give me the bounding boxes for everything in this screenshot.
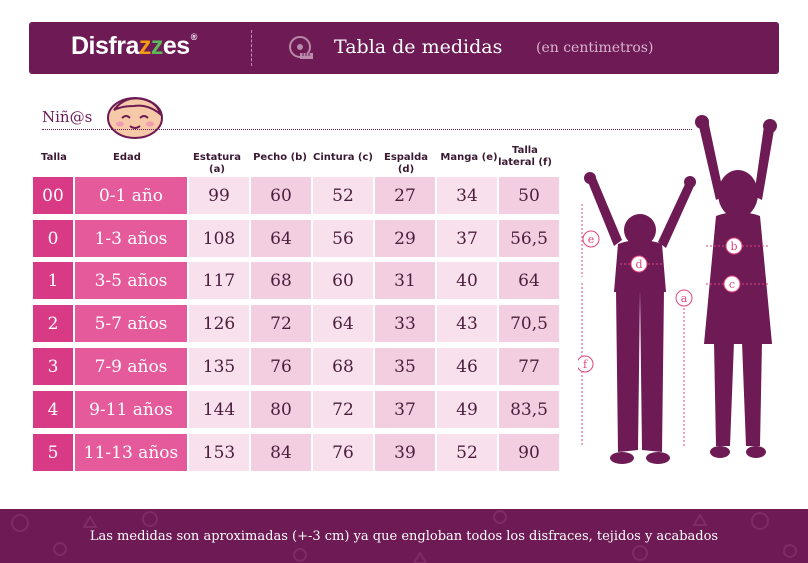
manga-cell: 34 [437, 177, 497, 214]
column-header-manga: Manga (e) [440, 152, 498, 163]
edad-cell: 9-11 años [75, 391, 187, 428]
header-bar: Disfrazzes® Tabla de medidas (en centime… [29, 22, 779, 74]
estatura-cell: 99 [189, 177, 249, 214]
manga-cell: 43 [437, 305, 497, 342]
talla-lateral-cell: 70,5 [499, 305, 559, 342]
cintura-cell: 56 [313, 220, 373, 257]
marker-d-label: d [635, 258, 642, 271]
talla-cell: 2 [33, 305, 73, 342]
table-row: 2 5-7 años 126 72 64 33 43 70,5 [33, 305, 559, 342]
pecho-cell: 76 [251, 348, 311, 385]
table-row: 00 0-1 año 99 60 52 27 34 50 [33, 177, 559, 214]
manga-cell: 46 [437, 348, 497, 385]
talla-lateral-cell: 56,5 [499, 220, 559, 257]
manga-cell: 52 [437, 434, 497, 471]
column-header-edad: Edad [113, 152, 141, 163]
estatura-cell: 108 [189, 220, 249, 257]
brand-logo[interactable]: Disfrazzes® [71, 32, 197, 60]
talla-lateral-cell: 64 [499, 262, 559, 299]
footer-bar: Las medidas son aproximadas (+-3 cm) ya … [0, 509, 808, 563]
boy-silhouette [584, 172, 696, 464]
column-header-talla-lateral: Talla lateral (f) [498, 145, 552, 168]
estatura-cell: 117 [189, 262, 249, 299]
espalda-cell: 37 [375, 391, 435, 428]
measurement-markers: a b c d e f [578, 230, 743, 373]
edad-cell: 1-3 años [75, 220, 187, 257]
table-row: 5 11-13 años 153 84 76 39 52 90 [33, 434, 559, 471]
edad-cell: 5-7 años [75, 305, 187, 342]
section-label: Niñ@s [42, 108, 93, 126]
talla-cell: 0 [33, 220, 73, 257]
espalda-cell: 39 [375, 434, 435, 471]
page-subtitle: (en centimetros) [536, 40, 654, 56]
measuring-tape-icon [289, 36, 313, 59]
talla-lateral-cell: 83,5 [499, 391, 559, 428]
talla-lateral-cell: 90 [499, 434, 559, 471]
marker-f-label: f [583, 358, 588, 371]
cintura-cell: 76 [313, 434, 373, 471]
section-divider [42, 129, 692, 130]
espalda-cell: 33 [375, 305, 435, 342]
edad-cell: 11-13 años [75, 434, 187, 471]
talla-cell: 5 [33, 434, 73, 471]
column-header-pecho: Pecho (b) [253, 152, 307, 163]
cintura-cell: 64 [313, 305, 373, 342]
estatura-cell: 144 [189, 391, 249, 428]
estatura-cell: 153 [189, 434, 249, 471]
pecho-cell: 72 [251, 305, 311, 342]
talla-lateral-cell: 77 [499, 348, 559, 385]
marker-a-label: a [681, 292, 688, 305]
manga-cell: 37 [437, 220, 497, 257]
marker-c-label: c [729, 278, 735, 291]
pecho-cell: 80 [251, 391, 311, 428]
cintura-cell: 52 [313, 177, 373, 214]
cintura-cell: 72 [313, 391, 373, 428]
espalda-cell: 27 [375, 177, 435, 214]
girl-silhouette [695, 115, 777, 458]
column-header-espalda: Espalda (d) [383, 152, 429, 175]
espalda-cell: 31 [375, 262, 435, 299]
baby-face-icon [107, 97, 163, 139]
column-header-estatura: Estatura (a) [193, 152, 241, 175]
marker-e-label: e [588, 233, 595, 246]
column-header-talla: Talla [41, 152, 67, 163]
cintura-cell: 60 [313, 262, 373, 299]
espalda-cell: 29 [375, 220, 435, 257]
edad-cell: 7-9 años [75, 348, 187, 385]
table-row: 4 9-11 años 144 80 72 37 49 83,5 [33, 391, 559, 428]
talla-cell: 3 [33, 348, 73, 385]
estatura-cell: 126 [189, 305, 249, 342]
footer-pattern [11, 510, 797, 563]
marker-b-label: b [730, 240, 737, 253]
pecho-cell: 64 [251, 220, 311, 257]
talla-cell: 00 [33, 177, 73, 214]
footer-note: Las medidas son aproximadas (+-3 cm) ya … [89, 529, 719, 544]
talla-cell: 4 [33, 391, 73, 428]
edad-cell: 0-1 año [75, 177, 187, 214]
pecho-cell: 84 [251, 434, 311, 471]
pecho-cell: 60 [251, 177, 311, 214]
cintura-cell: 68 [313, 348, 373, 385]
pecho-cell: 68 [251, 262, 311, 299]
manga-cell: 40 [437, 262, 497, 299]
page-title: Tabla de medidas [334, 36, 503, 58]
table-row: 1 3-5 años 117 68 60 31 40 64 [33, 262, 559, 299]
manga-cell: 49 [437, 391, 497, 428]
estatura-cell: 135 [189, 348, 249, 385]
talla-cell: 1 [33, 262, 73, 299]
header-divider [251, 30, 252, 66]
edad-cell: 3-5 años [75, 262, 187, 299]
column-header-cintura: Cintura (c) [312, 152, 373, 163]
table-row: 0 1-3 años 108 64 56 29 37 56,5 [33, 220, 559, 257]
espalda-cell: 35 [375, 348, 435, 385]
talla-lateral-cell: 50 [499, 177, 559, 214]
children-silhouette-diagram: a b c d e f [578, 115, 777, 464]
table-row: 3 7-9 años 135 76 68 35 46 77 [33, 348, 559, 385]
